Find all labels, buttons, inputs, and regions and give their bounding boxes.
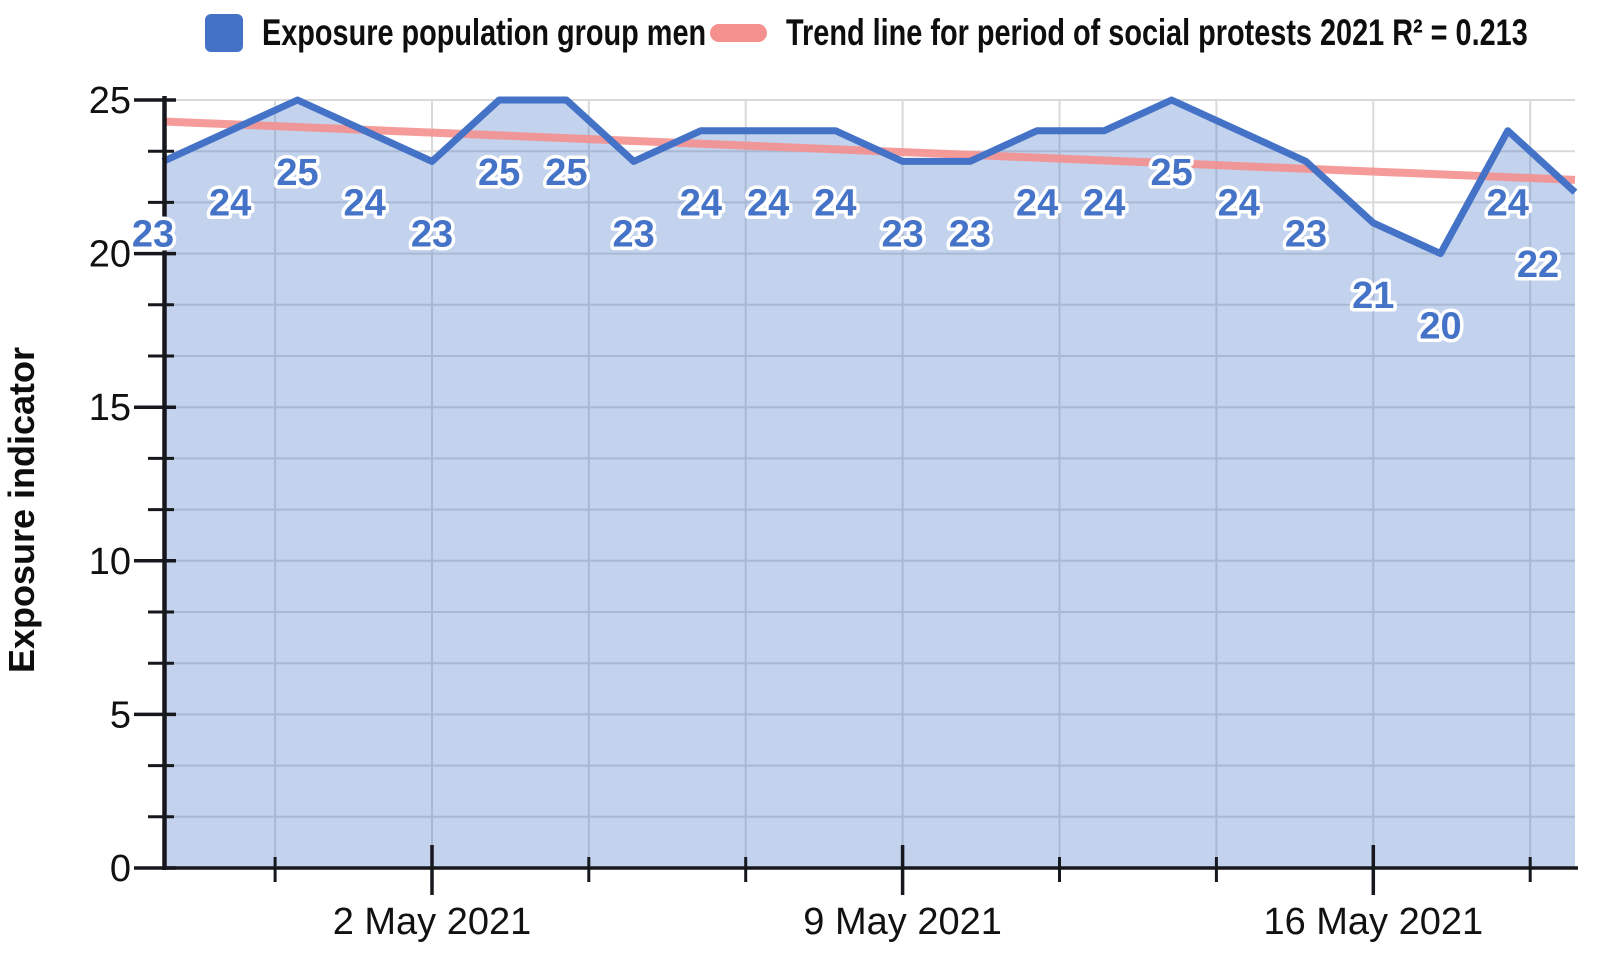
data-point-label: 25 — [276, 152, 318, 194]
y-axis-title: Exposure indicator — [1, 347, 42, 673]
series-square-swatch-icon — [205, 14, 243, 52]
data-point-label: 24 — [1218, 183, 1260, 225]
trend-dash-swatch-icon — [710, 24, 767, 42]
y-tick-label: 15 — [89, 387, 131, 429]
data-point-label: 23 — [949, 213, 991, 255]
legend-item-series: Exposure population group men — [205, 12, 831, 54]
legend-trend-label: Trend line for period of social protests… — [786, 12, 1528, 53]
data-point-label: 23 — [881, 213, 923, 255]
y-tick-label: 25 — [89, 80, 131, 122]
data-point-label: 25 — [478, 152, 520, 194]
data-point-label: 24 — [814, 183, 856, 225]
data-point-label: 22 — [1517, 244, 1559, 286]
x-tick-label: 9 May 2021 — [803, 901, 1002, 943]
x-tick-label: 2 May 2021 — [333, 901, 532, 943]
gridlines-group — [163, 99, 1575, 868]
axes-group — [162, 96, 1578, 870]
data-point-label: 23 — [132, 213, 174, 255]
data-point-label: 24 — [209, 183, 251, 225]
y-tick-label: 5 — [110, 694, 131, 736]
data-point-label: 24 — [1016, 183, 1058, 225]
data-point-label: 23 — [1285, 213, 1327, 255]
data-point-label: 25 — [545, 152, 587, 194]
data-point-labels-group: 23 24 25 24 23 25 25 23 24 24 24 23 23 24 24 25 24 23 21 20… — [128, 149, 1562, 352]
data-point-label: 24 — [344, 183, 386, 225]
data-point-label: 24 — [747, 183, 789, 225]
legend-item-trend: Trend line for period of social protests… — [710, 12, 1600, 54]
data-point-label: 20 — [1419, 306, 1461, 348]
y-tick-label: 10 — [89, 541, 131, 583]
x-tick-label: 16 May 2021 — [1263, 901, 1483, 943]
data-point-label: 23 — [411, 213, 453, 255]
axis-labels-group: 0 5 10 15 20 25 2 May 2021 9 May 2021 16 May 202… — [89, 80, 1483, 943]
data-point-label: 21 — [1352, 275, 1394, 317]
y-tick-label: 20 — [89, 234, 131, 276]
series-group — [161, 96, 1578, 868]
series-area-fill — [163, 100, 1575, 868]
series-line — [161, 96, 1578, 258]
data-point-label: 25 — [1150, 152, 1192, 194]
data-point-label: 23 — [613, 213, 655, 255]
data-point-label: 24 — [1487, 183, 1529, 225]
legend-series-label: Exposure population group men — [262, 12, 707, 53]
ticks-group — [134, 98, 1532, 895]
y-tick-label: 0 — [110, 848, 131, 890]
data-point-label: 24 — [1083, 183, 1125, 225]
data-point-label: 24 — [680, 183, 722, 225]
trend-line — [162, 117, 1576, 184]
